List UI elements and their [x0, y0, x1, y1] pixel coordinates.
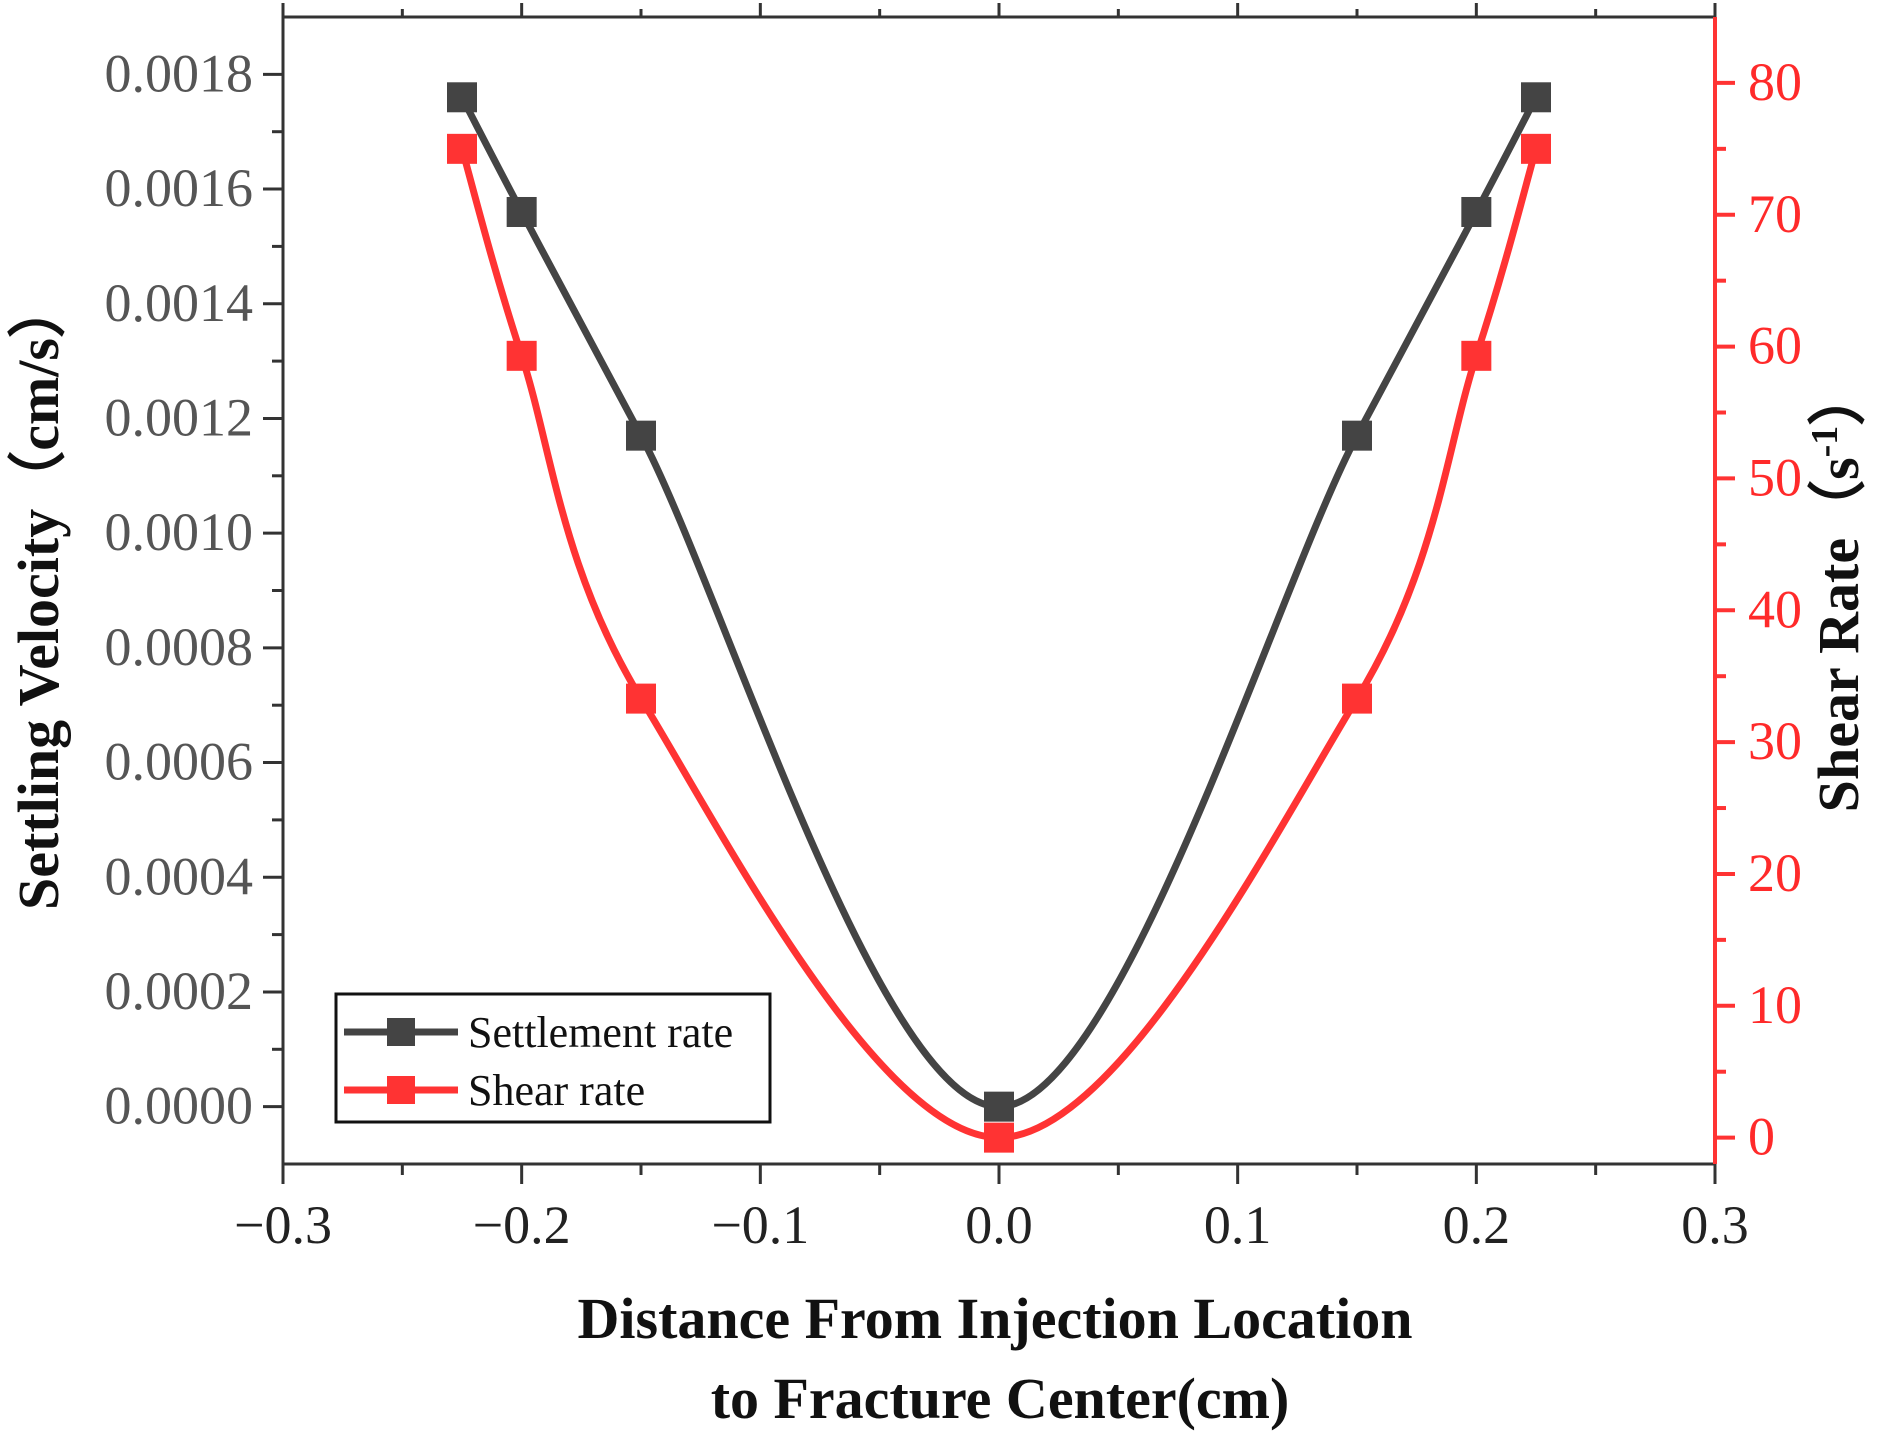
x-tick-label: 0.3	[1681, 1195, 1749, 1255]
data-point-settlement-rate	[447, 82, 477, 113]
x-tick-label: 0.2	[1443, 1195, 1511, 1255]
data-point-settlement-rate	[1342, 420, 1372, 451]
x-tick-label: −0.3	[234, 1195, 332, 1255]
y-right-tick-label: 0	[1748, 1107, 1775, 1167]
data-point-shear-rate	[447, 133, 477, 164]
x-tick-label: 0.0	[965, 1195, 1033, 1255]
data-point-shear-rate	[984, 1122, 1014, 1153]
x-tick-label: −0.2	[473, 1195, 571, 1255]
legend: Settlement rate Shear rate	[334, 992, 772, 1124]
data-point-settlement-rate	[1461, 196, 1492, 227]
data-point-settlement-rate	[626, 420, 656, 451]
data-point-shear-rate	[1461, 340, 1492, 371]
y-left-tick-label: 0.0016	[105, 158, 254, 218]
y-left-tick-label: 0.0018	[105, 43, 254, 103]
y-right-tick-label: 20	[1748, 843, 1802, 903]
y-right-tick-label: 80	[1748, 52, 1802, 112]
x-tick-label: −0.1	[711, 1195, 809, 1255]
legend-label-shear: Shear rate	[468, 1066, 645, 1115]
y-right-tick-label: 40	[1748, 579, 1802, 639]
data-point-shear-rate	[1521, 133, 1551, 164]
legend-marker-shear	[387, 1076, 415, 1104]
legend-marker-settlement	[387, 1018, 415, 1046]
y-right-tick-label: 50	[1748, 447, 1802, 507]
y-right-tick-label: 70	[1748, 184, 1802, 244]
data-point-shear-rate	[626, 683, 656, 714]
x-tick-label: 0.1	[1204, 1195, 1272, 1255]
data-point-settlement-rate	[506, 196, 537, 227]
x-axis-title-line-2: to Fracture Center(cm)	[711, 1366, 1290, 1431]
y-right-tick-label: 10	[1748, 975, 1802, 1035]
data-point-settlement-rate	[1521, 82, 1551, 113]
y-left-tick-label: 0.0008	[105, 617, 254, 677]
series-line-settlement-rate	[458, 95, 1540, 1111]
y-right-tick-label: 30	[1748, 711, 1802, 771]
y-left-tick-label: 0.0000	[105, 1076, 254, 1136]
y-left-axis-title: Settling Velocity（cm/s）	[6, 280, 71, 910]
series-line-shear-rate	[458, 147, 1540, 1142]
y-left-tick-label: 0.0002	[105, 961, 254, 1021]
data-point-shear-rate	[1342, 683, 1372, 714]
data-point-settlement-rate	[984, 1091, 1014, 1122]
x-axis-title-line-1: Distance From Injection Location	[578, 1286, 1413, 1351]
y-left-tick-label: 0.0006	[105, 732, 254, 792]
y-left-tick-label: 0.0012	[105, 387, 254, 447]
y-left-tick-label: 0.0014	[105, 273, 254, 333]
y-right-axis-title: Shear Rate（s-1）	[1804, 368, 1871, 813]
y-right-tick-label: 60	[1748, 316, 1802, 376]
y-left-tick-label: 0.0004	[105, 846, 254, 906]
data-point-shear-rate	[506, 340, 537, 371]
ticks-layer: −0.3 −0.2 −0.1 0.0 0.1 0.2 0.3 0.0000 0.0002 0.00…	[105, 3, 1802, 1255]
plot-frame	[281, 15, 1717, 1166]
series-layer	[447, 82, 1551, 1153]
y-left-tick-label: 0.0010	[105, 502, 254, 562]
legend-label-settlement: Settlement rate	[468, 1008, 733, 1057]
y-right-axis-title-sup: -1	[1804, 426, 1846, 458]
